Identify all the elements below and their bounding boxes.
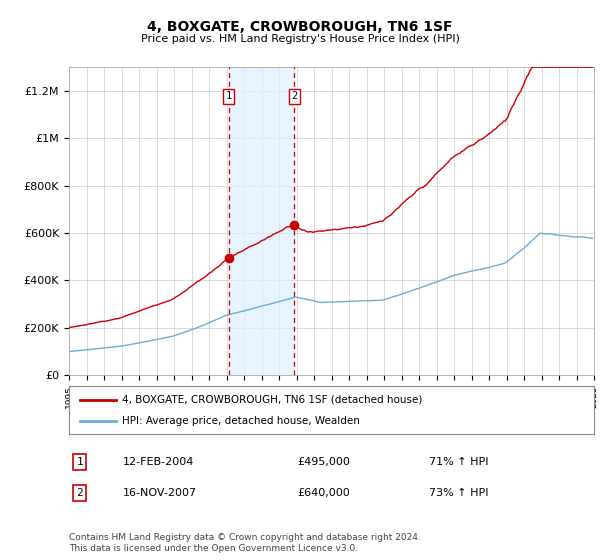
Text: 4, BOXGATE, CROWBOROUGH, TN6 1SF (detached house): 4, BOXGATE, CROWBOROUGH, TN6 1SF (detach…: [121, 395, 422, 405]
Text: 16-NOV-2007: 16-NOV-2007: [123, 488, 197, 498]
Text: 12-FEB-2004: 12-FEB-2004: [123, 457, 194, 467]
Text: £495,000: £495,000: [297, 457, 350, 467]
Text: 1: 1: [76, 457, 83, 467]
Text: 4, BOXGATE, CROWBOROUGH, TN6 1SF: 4, BOXGATE, CROWBOROUGH, TN6 1SF: [147, 20, 453, 34]
Text: £640,000: £640,000: [297, 488, 350, 498]
Text: 2: 2: [76, 488, 83, 498]
Text: HPI: Average price, detached house, Wealden: HPI: Average price, detached house, Weal…: [121, 416, 359, 426]
Text: 1: 1: [226, 91, 232, 101]
Text: Price paid vs. HM Land Registry's House Price Index (HPI): Price paid vs. HM Land Registry's House …: [140, 34, 460, 44]
Text: Contains HM Land Registry data © Crown copyright and database right 2024.
This d: Contains HM Land Registry data © Crown c…: [69, 533, 421, 553]
Text: 71% ↑ HPI: 71% ↑ HPI: [429, 457, 488, 467]
Text: 73% ↑ HPI: 73% ↑ HPI: [429, 488, 488, 498]
Bar: [229, 67, 295, 375]
Text: 2: 2: [291, 91, 298, 101]
